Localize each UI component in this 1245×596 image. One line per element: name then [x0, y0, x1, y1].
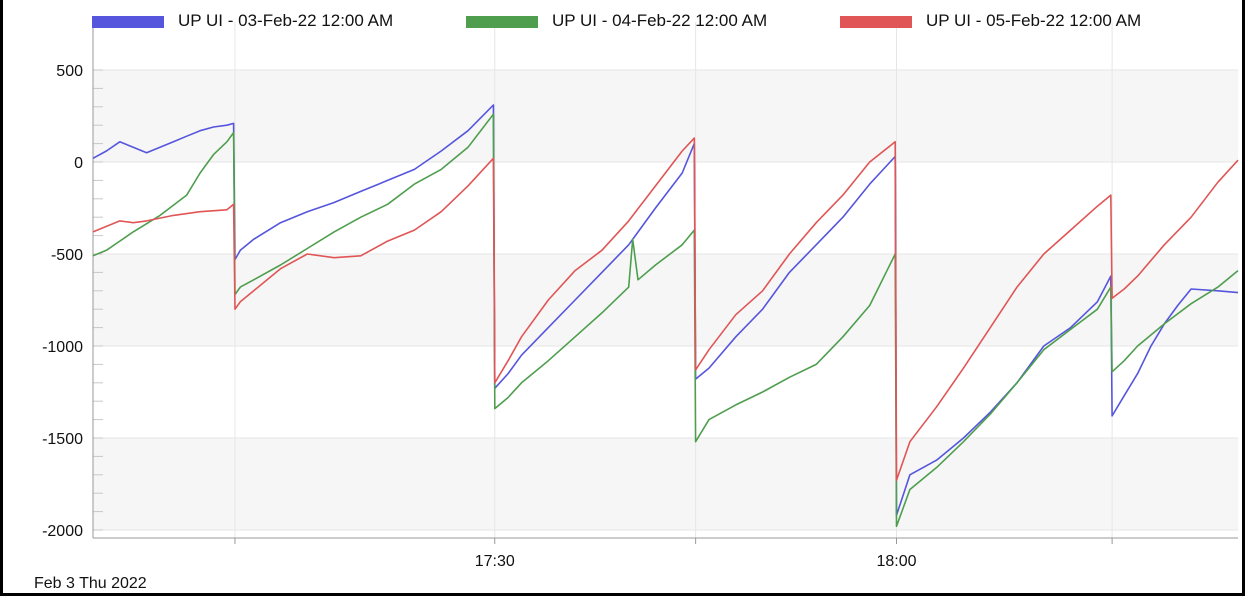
series-lines	[92, 104, 1239, 528]
y-tick-label: -500	[51, 247, 83, 264]
x-tick-labels: 17:30 18:00	[475, 553, 917, 570]
grid-band-2	[93, 438, 1238, 530]
legend-swatch-3	[840, 16, 912, 28]
grid-band-0	[93, 70, 1238, 162]
legend: UP UI - 03-Feb-22 12:00 AM UP UI - 04-Feb…	[92, 11, 1141, 30]
y-tick-label: -1000	[42, 339, 83, 356]
y-tick-label: 0	[74, 155, 83, 172]
x-tick-label: 18:00	[876, 553, 916, 570]
series-line-3	[92, 137, 1239, 482]
axes	[92, 22, 1238, 544]
y-tick-label: -2000	[42, 523, 83, 540]
y-tick-label: -1500	[42, 431, 83, 448]
minor-ticks	[93, 69, 103, 531]
legend-label-2: UP UI - 04-Feb-22 12:00 AM	[552, 11, 767, 30]
grid-band-1	[93, 254, 1238, 346]
y-tick-label: 500	[56, 63, 83, 80]
series-line-1	[92, 104, 1239, 517]
x-tick-label: 17:30	[475, 553, 515, 570]
legend-swatch-2	[466, 16, 538, 28]
legend-label-3: UP UI - 05-Feb-22 12:00 AM	[926, 11, 1141, 30]
legend-swatch-1	[92, 16, 164, 28]
legend-label-1: UP UI - 03-Feb-22 12:00 AM	[178, 11, 393, 30]
date-caption: Feb 3 Thu 2022	[34, 575, 147, 592]
y-tick-labels: 500 0 -500 -1000 -1500 -2000	[42, 63, 83, 540]
grid-bands	[93, 22, 1238, 538]
